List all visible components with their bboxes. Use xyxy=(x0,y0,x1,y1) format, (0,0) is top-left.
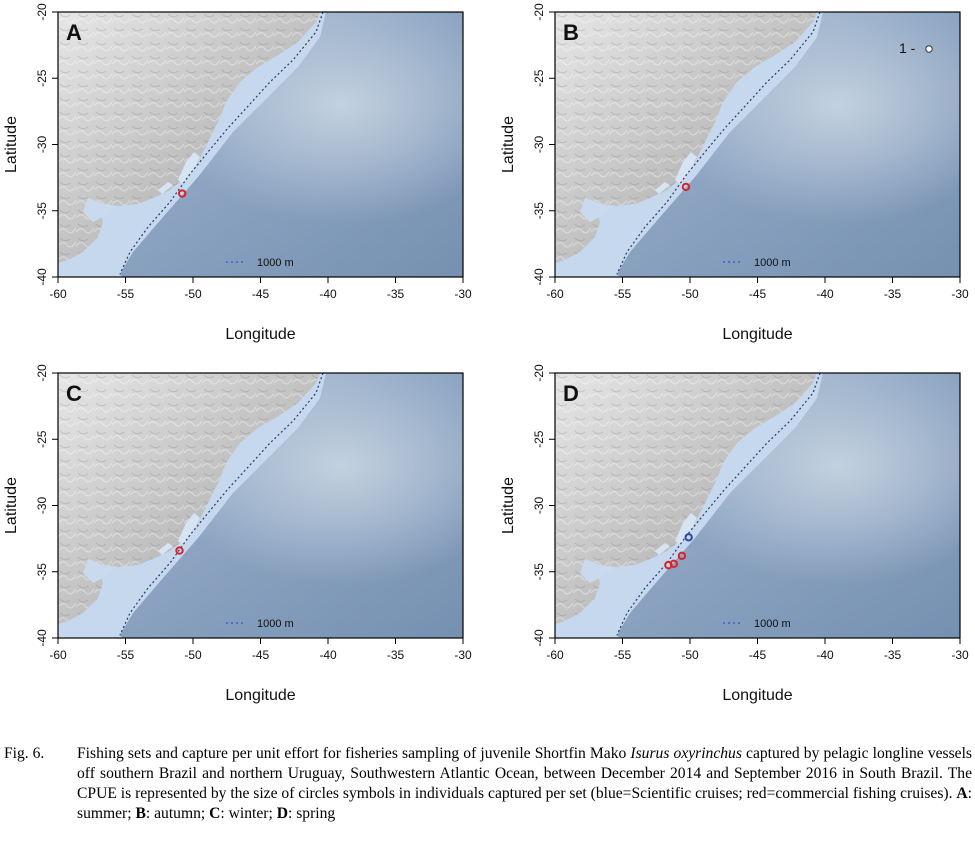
size-legend-symbol xyxy=(925,45,933,53)
x-tick-label: -35 xyxy=(387,648,405,662)
caption-species: Isurus oxyrinchus xyxy=(630,745,742,762)
x-tick-label: -30 xyxy=(454,648,472,662)
caption-season-c-label: C xyxy=(209,805,221,822)
y-tick-label: -30 xyxy=(532,136,546,154)
panel-label: B xyxy=(563,20,579,45)
x-tick-label: -40 xyxy=(816,287,834,301)
y-axis-title: Latitude xyxy=(3,477,20,534)
y-tick-label: -25 xyxy=(532,430,546,448)
x-axis-title: Longitude xyxy=(722,687,792,704)
panel-label: C xyxy=(66,381,82,406)
x-tick-label: -30 xyxy=(951,648,969,662)
isobath-legend-label: 1000 m xyxy=(257,618,294,630)
x-axis-title: Longitude xyxy=(722,326,792,343)
x-axis-title: Longitude xyxy=(225,326,295,343)
x-tick-label: -60 xyxy=(49,648,67,662)
fishing-set-marker xyxy=(664,560,673,570)
x-tick-label: -60 xyxy=(546,287,564,301)
map-panel-a: A 1000 m -60 -55 -50 -45 -40 -35 -30 -20 -25 -30 -35… xyxy=(3,3,472,343)
fishing-set-marker xyxy=(677,551,687,561)
map-panel-b: B 1000 m 1 - -60 -55 -50 -45 -40 -35 -30 -20 -25 -30… xyxy=(500,3,969,343)
fishing-set-marker xyxy=(684,533,693,542)
y-tick-label: -40 xyxy=(35,268,49,286)
panel-label: A xyxy=(66,20,82,45)
x-tick-label: -30 xyxy=(951,287,969,301)
x-tick-label: -35 xyxy=(387,287,405,301)
caption-season-c: : winter; xyxy=(220,805,277,822)
x-tick-label: -55 xyxy=(614,287,632,301)
fishing-set-marker xyxy=(178,189,187,198)
x-tick-label: -50 xyxy=(184,287,202,301)
size-legend-label: 1 - xyxy=(899,40,916,56)
x-tick-label: -30 xyxy=(454,287,472,301)
caption-season-a-label: A xyxy=(956,785,968,802)
basemap xyxy=(555,373,960,638)
x-tick-label: -50 xyxy=(184,648,202,662)
caption-text: Fishing sets and capture per unit effort… xyxy=(77,744,972,824)
fishing-set-marker xyxy=(175,546,184,555)
map-panel-d: D 1000 m -60 -55 -50 -45 -40 -35 -30 -20 -25 -30 -35… xyxy=(500,364,969,704)
x-tick-label: -45 xyxy=(749,648,767,662)
x-tick-label: -55 xyxy=(117,648,135,662)
x-tick-label: -40 xyxy=(319,287,337,301)
y-axis-title: Latitude xyxy=(3,116,20,173)
caption-part2: captured by pelagic longline vessels off… xyxy=(77,745,973,802)
y-tick-label: -30 xyxy=(35,497,49,515)
caption-season-d-label: D xyxy=(276,805,288,822)
y-tick-label: -25 xyxy=(35,430,49,448)
basemap xyxy=(58,373,463,638)
y-tick-label: -30 xyxy=(35,136,49,154)
map-figure: A 1000 m -60 -55 -50 -45 -40 -35 -30 -20 -25 -30 -35… xyxy=(3,3,969,704)
x-tick-label: -45 xyxy=(252,287,270,301)
y-tick-label: -35 xyxy=(35,202,49,220)
y-tick-label: -20 xyxy=(532,364,546,382)
x-tick-label: -45 xyxy=(749,287,767,301)
x-tick-label: -55 xyxy=(117,287,135,301)
y-tick-label: -20 xyxy=(35,364,49,382)
y-tick-label: -35 xyxy=(532,563,546,581)
x-tick-label: -35 xyxy=(884,287,902,301)
caption-label: Fig. 6. xyxy=(4,745,45,762)
y-axis-title: Latitude xyxy=(500,116,517,173)
y-tick-label: -20 xyxy=(35,3,49,21)
basemap xyxy=(58,12,463,277)
y-tick-label: -25 xyxy=(35,69,49,87)
isobath-legend-label: 1000 m xyxy=(754,257,791,269)
y-tick-label: -30 xyxy=(532,497,546,515)
y-tick-label: -40 xyxy=(532,268,546,286)
isobath-legend-label: 1000 m xyxy=(257,257,294,269)
y-tick-label: -35 xyxy=(35,563,49,581)
x-tick-label: -50 xyxy=(681,287,699,301)
caption-season-d: : spring xyxy=(287,805,336,822)
caption-season-b-label: B xyxy=(135,805,146,822)
y-tick-label: -25 xyxy=(532,69,546,87)
panel-label: D xyxy=(563,381,579,406)
fishing-set-marker xyxy=(681,182,691,192)
caption-season-a: : summer; xyxy=(77,785,972,822)
y-tick-label: -40 xyxy=(35,629,49,647)
x-tick-label: -50 xyxy=(681,648,699,662)
x-tick-label: -40 xyxy=(319,648,337,662)
x-tick-label: -40 xyxy=(816,648,834,662)
y-tick-label: -20 xyxy=(532,3,546,21)
isobath-legend-label: 1000 m xyxy=(754,618,791,630)
basemap xyxy=(555,12,960,277)
x-tick-label: -45 xyxy=(252,648,270,662)
x-axis-title: Longitude xyxy=(225,687,295,704)
x-tick-label: -60 xyxy=(546,648,564,662)
map-panel-c: C 1000 m -60 -55 -50 -45 -40 -35 -30 -20 -25 -30 -35… xyxy=(3,364,472,704)
caption-part1: Fishing sets and capture per unit effort… xyxy=(77,745,631,762)
y-tick-label: -35 xyxy=(532,202,546,220)
x-tick-label: -60 xyxy=(49,287,67,301)
y-axis-title: Latitude xyxy=(500,477,517,534)
x-tick-label: -55 xyxy=(614,648,632,662)
y-tick-label: -40 xyxy=(532,629,546,647)
caption-season-b: : autumn; xyxy=(145,805,210,822)
x-tick-label: -35 xyxy=(884,648,902,662)
figure-caption: Fig. 6. Fishing sets and capture per uni… xyxy=(4,744,972,824)
